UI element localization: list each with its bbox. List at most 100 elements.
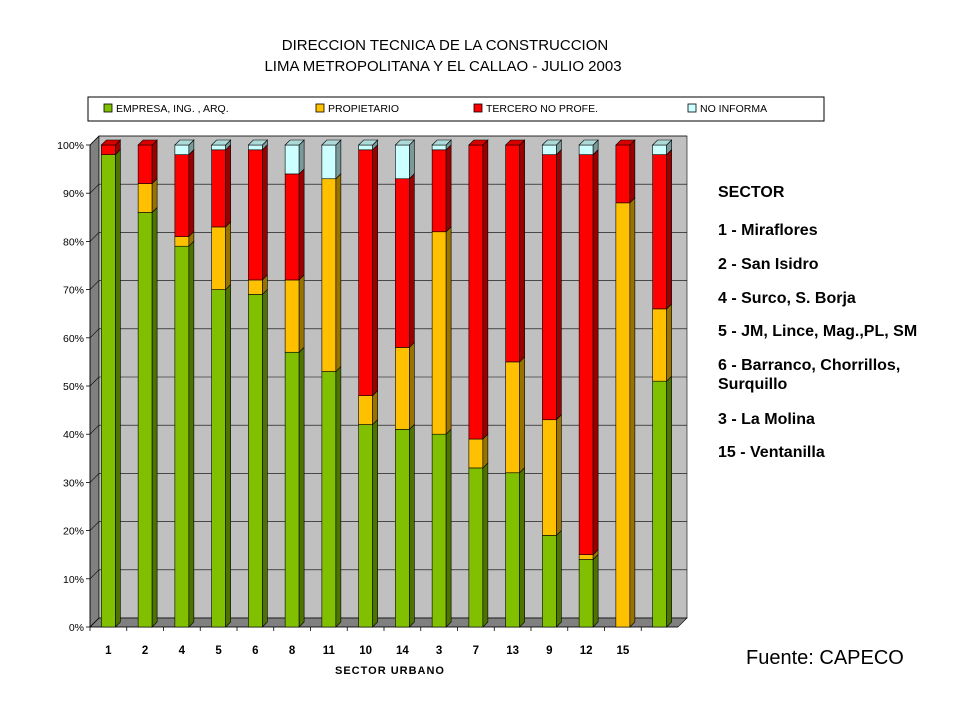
y-tick-label: 20%: [63, 526, 84, 538]
bar-segment: [652, 144, 667, 155]
bar-segment-side: [225, 221, 231, 291]
bar-segment: [505, 472, 520, 628]
bar-blank: [651, 139, 673, 628]
bar-segment: [321, 371, 337, 628]
legend-swatch: [103, 103, 113, 113]
bar-top: [100, 139, 122, 146]
bar-6: [247, 139, 269, 628]
bar-segment-side: [556, 529, 562, 628]
sector-legend-item: 15 - Ventanilla: [718, 444, 825, 461]
bar-segment: [578, 559, 594, 628]
bar-segment: [578, 144, 594, 155]
bar-segment: [248, 149, 263, 281]
bar-top: [137, 139, 158, 146]
x-tick-label: 2: [142, 645, 148, 657]
x-tick-label: 1: [105, 645, 112, 657]
bar-segment-side: [629, 197, 636, 628]
bar-13: [504, 139, 526, 628]
bar-segment: [101, 154, 116, 628]
gridline-side: [89, 376, 100, 387]
x-tick-label: 11: [323, 645, 336, 657]
y-tick-label: 100%: [57, 140, 84, 152]
bar-segment: [505, 144, 520, 363]
bar-segment-side: [592, 553, 599, 628]
bar-segment-side: [592, 148, 599, 556]
bar-segment: [101, 144, 116, 155]
x-tick-label: 9: [546, 645, 552, 657]
bar-segment: [542, 535, 557, 628]
bar-2: [137, 139, 158, 628]
bar-segment: [358, 144, 373, 151]
bar-segment: [542, 154, 557, 421]
bar-segment-side: [151, 177, 158, 214]
y-tick-label: 80%: [63, 236, 84, 248]
bar-segment: [321, 178, 337, 372]
bar-top: [615, 139, 636, 146]
bar-top: [210, 139, 232, 146]
bar-segment: [542, 144, 557, 155]
gridline-side: [89, 569, 100, 580]
legend-label: TERCERO NO PROFE.: [486, 103, 598, 115]
bar-segment: [431, 433, 447, 628]
bar-segment-side: [335, 139, 342, 180]
bar-8: [284, 139, 305, 628]
bar-segment: [431, 231, 447, 435]
bar-segment: [431, 149, 447, 233]
bar-segment: [137, 144, 153, 184]
bar-segment: [211, 144, 226, 151]
bar-segment-side: [188, 240, 195, 628]
bar-segment-side: [298, 346, 305, 628]
bar-segment: [395, 144, 410, 180]
bar-segment: [505, 361, 520, 474]
gridline-side: [89, 280, 100, 290]
bar-segment: [211, 289, 226, 628]
y-tick-label: 50%: [63, 381, 84, 393]
sector-legend-item: 4 - Surco, S. Borja: [718, 290, 856, 307]
x-tick-label: 5: [215, 645, 222, 657]
gridline-side: [89, 183, 100, 194]
bar-3: [431, 139, 452, 628]
bar-10: [357, 139, 379, 628]
bar-segment: [578, 154, 594, 555]
x-tick-label: 6: [252, 645, 258, 657]
bar-top: [541, 139, 563, 146]
bar-segment: [468, 144, 484, 440]
bar-segment-side: [335, 365, 342, 628]
bar-segment: [652, 380, 667, 628]
x-tick-label: 10: [359, 645, 372, 657]
sector-legend-item: 2 - San Isidro: [718, 256, 819, 273]
bar-segment: [284, 173, 300, 281]
bar-segment-side: [372, 144, 378, 397]
bar-segment-side: [445, 144, 452, 233]
bar-segment: [395, 347, 410, 430]
x-tick-label: 13: [506, 645, 519, 657]
bar-segment: [211, 149, 226, 228]
bar-top: [468, 139, 489, 146]
bar-segment: [174, 144, 190, 155]
gridline-side: [89, 135, 100, 146]
sector-legend-title: SECTOR: [718, 184, 785, 201]
legend-box: [87, 96, 825, 122]
bar-segment: [174, 245, 190, 628]
bar-segment-side: [409, 341, 415, 431]
bar-segment-side: [556, 148, 562, 421]
bar-segment-side: [151, 139, 158, 185]
bar-1: [100, 139, 122, 628]
bar-segment-side: [409, 139, 415, 180]
bar-segment: [652, 154, 667, 310]
x-tick-label: 7: [473, 645, 479, 657]
chart-subtitle: LIMA METROPOLITANA Y EL CALLAO - JULIO 2…: [264, 58, 621, 75]
x-tick-label: 15: [616, 645, 629, 657]
bar-segment: [284, 279, 300, 353]
bar-segment: [137, 212, 153, 628]
sector-legend-item: 6 - Barranco, Chorrillos,: [718, 357, 901, 374]
legend-swatch: [315, 103, 325, 113]
bar-segment-side: [151, 206, 158, 628]
gridline-side: [89, 617, 100, 628]
bar-top: [247, 139, 269, 146]
bar-segment-side: [666, 303, 672, 382]
y-tick-label: 30%: [63, 477, 84, 489]
bar-top: [394, 139, 416, 146]
chart-legend: EMPRESA, ING. , ARQ. PROPIETARIO TERCERO N…: [87, 96, 825, 122]
